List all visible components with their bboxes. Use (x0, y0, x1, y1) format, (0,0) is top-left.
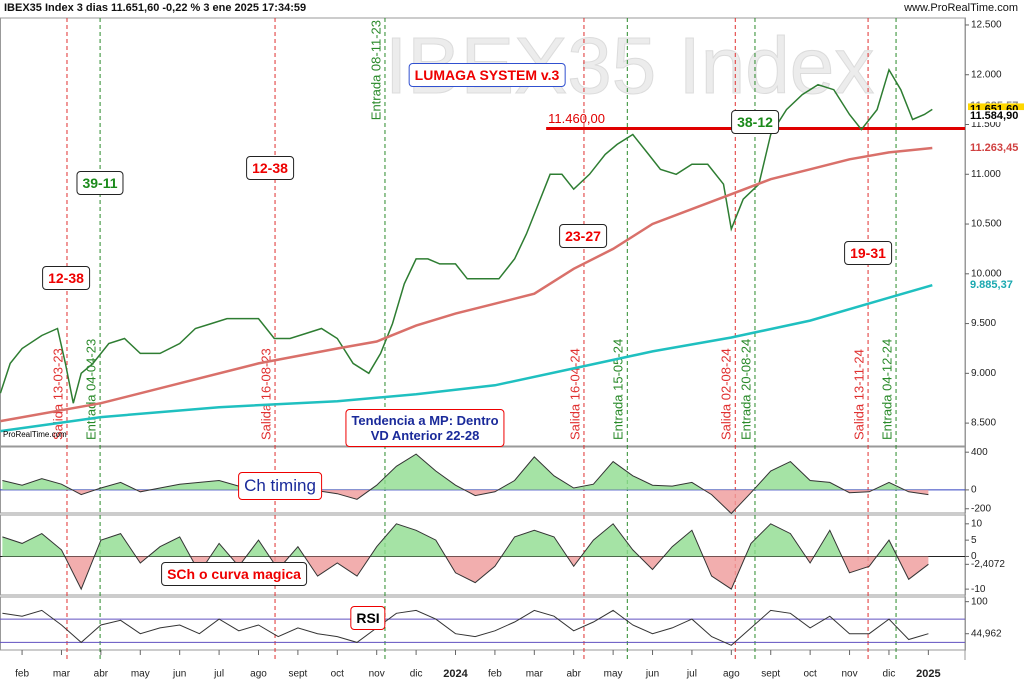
x-tick-label: oct (803, 669, 817, 680)
price-label: 11.584,90 (970, 110, 1018, 122)
indicator-line (2, 523, 929, 591)
indicator-line (2, 453, 929, 515)
x-tick-label: dic (410, 669, 423, 680)
signal-label: Entrada 04-04-23 (84, 339, 99, 440)
price-label: 11.263,45 (970, 142, 1018, 154)
y-tick-label: 12.500 (971, 20, 1002, 31)
x-tick-label: nov (369, 669, 385, 680)
y-tick-label: -200 (971, 503, 991, 514)
y-tick-label: 10.000 (971, 268, 1002, 279)
y-tick-label: 400 (971, 447, 988, 458)
x-tick-label: 2025 (916, 668, 940, 680)
y-tick-label: 9.000 (971, 368, 996, 379)
signal-label: Salida 13-03-23 (50, 348, 65, 440)
x-tick-label: sept (761, 669, 780, 680)
y-tick-label: 9.500 (971, 318, 996, 329)
signal-label: Entrada 15-05-24 (611, 339, 626, 440)
signal-label: Entrada 20-08-24 (738, 339, 753, 440)
series-line (0, 67, 933, 404)
count-box: 39-11 (76, 171, 124, 195)
price-label: 9.885,37 (970, 279, 1013, 291)
x-tick-label: feb (15, 669, 29, 680)
panel-label: SCh o curva magica (161, 562, 307, 586)
x-tick-label: oct (331, 669, 345, 680)
x-tick-label: may (604, 669, 623, 680)
x-tick-label: jun (172, 669, 186, 680)
x-tick-label: ago (250, 669, 267, 680)
signal-label: Entrada 08-11-23 (368, 20, 383, 120)
x-tick-label: dic (883, 669, 896, 680)
signal-label: Entrada 04-12-24 (879, 339, 894, 440)
series-line (0, 283, 933, 433)
signal-label: Salida 02-08-24 (719, 348, 734, 440)
y-tick-label: 8.500 (971, 418, 996, 429)
y-tick-label: 44,962 (971, 628, 1002, 639)
y-tick-label: 0 (971, 485, 977, 496)
count-box: 12-38 (42, 266, 90, 290)
system-box: LUMAGA SYSTEM v.3 (408, 63, 566, 87)
price-tag (968, 142, 1024, 155)
y-tick-label: 100 (971, 596, 988, 607)
x-tick-label: 2024 (443, 668, 468, 680)
header-site: www.ProRealTime.com (904, 2, 1018, 14)
positive-area (2, 454, 929, 490)
x-tick-label: feb (488, 669, 502, 680)
signal-label: Salida 16-08-23 (258, 348, 273, 440)
y-tick-label: 0 (971, 551, 977, 562)
trend-text: Tendencia a MP: Dentro (351, 413, 499, 428)
x-tick-label: may (131, 669, 150, 680)
count-box: 19-31 (844, 241, 892, 265)
y-tick-label: 10 (971, 518, 983, 529)
panel-frame (0, 446, 966, 514)
indicator-line (2, 609, 929, 646)
x-tick-label: abr (566, 669, 581, 680)
signal-label: Salida 13-11-24 (852, 349, 867, 440)
y-tick-label: 11.000 (971, 169, 1001, 180)
vd-text: VD Anterior 22-28 (370, 428, 480, 443)
y-tick-label: 12.000 (971, 69, 1002, 80)
y-tick-label: 5 (971, 535, 977, 546)
x-tick-label: jun (645, 669, 659, 680)
y-tick-label: 10.500 (971, 219, 1002, 230)
trend-box: Tendencia a MP: Dentro VD Anterior 22-28 (345, 409, 505, 447)
x-tick-label: nov (841, 669, 857, 680)
x-tick-label: mar (53, 669, 71, 680)
x-tick-label: abr (94, 669, 109, 680)
price-tag (968, 110, 1024, 123)
x-tick-label: ago (723, 669, 740, 680)
count-box: 12-38 (246, 156, 294, 180)
header-title: IBEX35 Index 3 dias 11.651,60 -0,22 % 3 … (4, 2, 307, 14)
positive-area (2, 523, 929, 557)
level-label: 11.460,00 (548, 111, 605, 126)
y-tick-label: 11.500 (971, 119, 1001, 130)
signal-label: Salida 16-04-24 (567, 348, 582, 440)
count-box: 38-12 (731, 110, 779, 134)
y-tick-label: -10 (971, 584, 986, 595)
x-tick-label: mar (526, 669, 544, 680)
y-tick-label: -2,4072 (971, 559, 1005, 570)
credit: ProRealTime.com (3, 430, 67, 439)
series-line (0, 146, 933, 423)
watermark: IBEX35 Index (385, 21, 874, 110)
x-tick-label: jul (213, 669, 224, 680)
x-tick-label: sept (288, 669, 307, 680)
panel-label: RSI (350, 606, 386, 630)
count-box: 23-27 (559, 224, 607, 248)
panel-label: Ch timing (238, 472, 322, 500)
x-tick-label: jul (686, 669, 697, 680)
price-tag (968, 279, 1024, 292)
